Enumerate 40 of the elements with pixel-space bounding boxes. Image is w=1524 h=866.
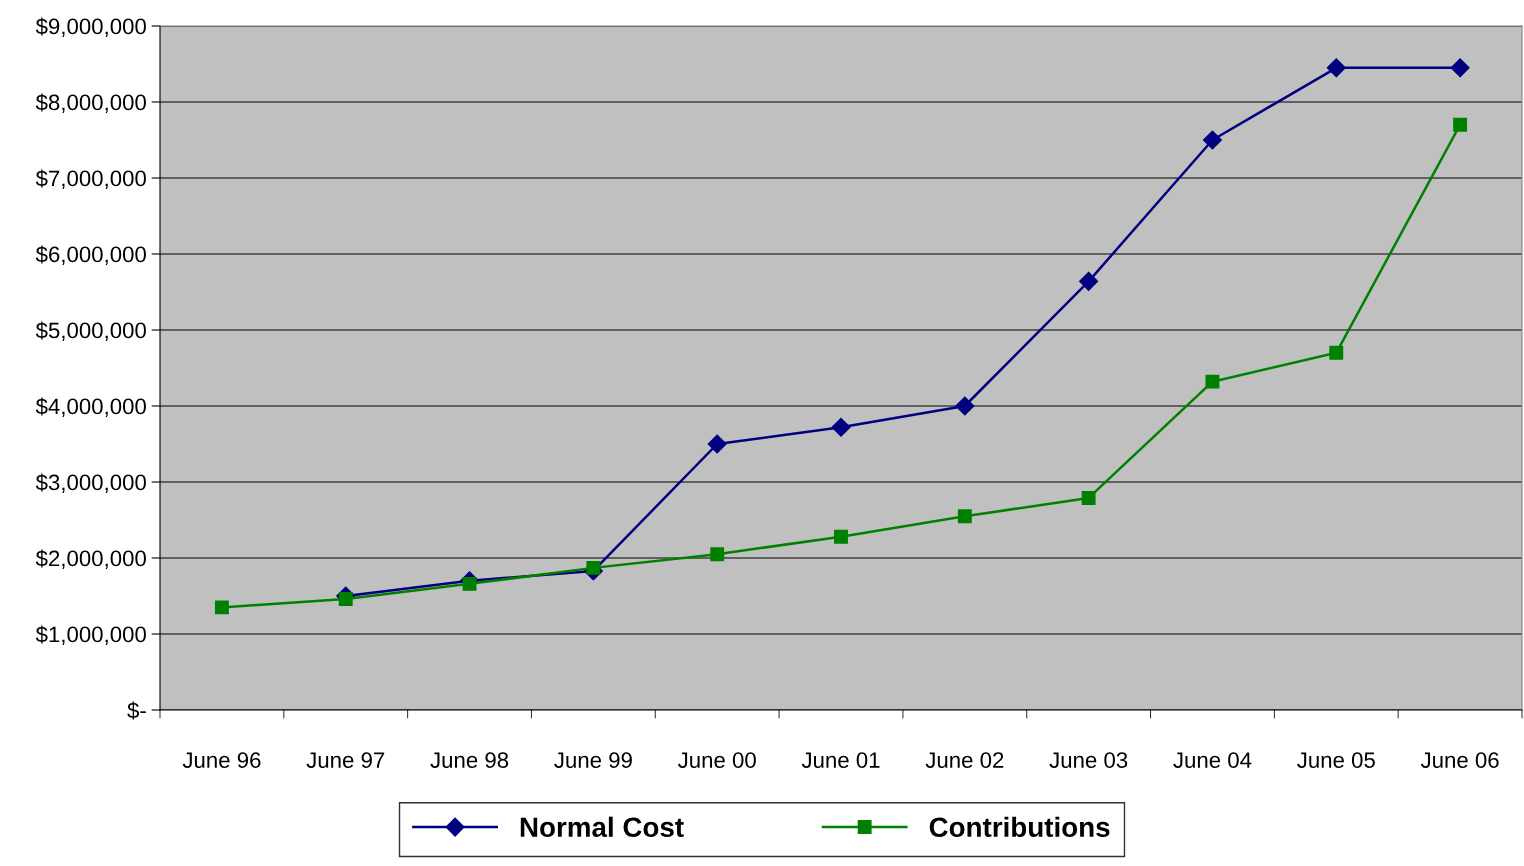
point xyxy=(1079,271,1099,291)
y-tick-label: $6,000,000 xyxy=(35,245,146,265)
y-tick-label: $2,000,000 xyxy=(35,549,146,569)
y-tick-label: $- xyxy=(127,701,146,720)
point xyxy=(338,592,353,606)
point xyxy=(710,547,725,562)
legend-label: Normal Cost xyxy=(520,816,684,838)
point xyxy=(586,560,601,575)
point xyxy=(1326,58,1346,78)
y-tick-label: $9,000,000 xyxy=(35,17,146,37)
y-tick-label: $8,000,000 xyxy=(35,93,146,113)
point xyxy=(1453,117,1468,132)
x-tick-label: June 97 xyxy=(306,752,385,768)
x-tick-label: June 04 xyxy=(1173,752,1252,768)
point xyxy=(955,396,975,416)
x-tick-label: June 01 xyxy=(801,752,880,768)
point xyxy=(1329,345,1344,360)
point xyxy=(214,600,229,615)
y-tick-label: $1,000,000 xyxy=(35,625,146,645)
point xyxy=(1202,130,1222,150)
point xyxy=(831,417,851,437)
y-tick-label: $7,000,000 xyxy=(35,169,146,189)
point xyxy=(834,529,848,544)
point xyxy=(1450,58,1470,78)
y-tick-label: $4,000,000 xyxy=(35,397,146,417)
x-tick-label: June 06 xyxy=(1420,752,1499,768)
x-tick-label: June 03 xyxy=(1049,752,1128,768)
point xyxy=(957,509,972,524)
point xyxy=(1081,491,1096,505)
x-tick-label: June 05 xyxy=(1297,752,1375,768)
x-tick-label: June 99 xyxy=(554,752,632,768)
point xyxy=(1205,374,1220,389)
point xyxy=(707,434,727,454)
x-tick-label: June 00 xyxy=(677,752,756,768)
x-tick-label: June 96 xyxy=(182,752,261,768)
legend-label: Contributions xyxy=(929,816,1110,838)
x-tick-label: June 02 xyxy=(925,752,1004,768)
y-tick-label: $3,000,000 xyxy=(35,473,146,493)
x-tick-label: June 98 xyxy=(430,752,509,768)
y-tick-label: $5,000,000 xyxy=(35,321,146,341)
